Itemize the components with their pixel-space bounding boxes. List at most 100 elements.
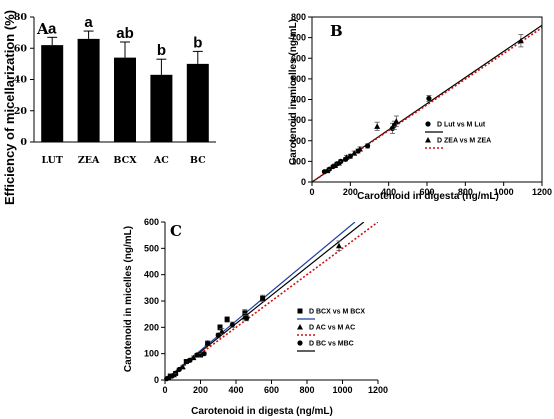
x-tick-label: 600 <box>264 385 279 395</box>
panel-c-axes <box>164 222 378 381</box>
data-point <box>183 359 189 365</box>
data-point <box>332 162 338 168</box>
panel-a-y-tick-label: 20 <box>14 106 28 117</box>
x-tick-label: 400 <box>228 385 243 395</box>
legend-label: D AC vs M AC <box>309 325 355 332</box>
panel-b-x-label: Carotenoid in digesta (ng/mL) <box>357 191 499 202</box>
legend-marker <box>425 121 431 127</box>
x-tick-label: 400 <box>381 187 396 197</box>
y-tick-label: 800 <box>291 12 306 22</box>
x-tick-label: 800 <box>299 385 314 395</box>
panel-b-letter: B <box>330 22 343 40</box>
x-tick-label: 0 <box>162 385 167 395</box>
data-point <box>198 352 203 358</box>
y-tick-label: 0 <box>301 177 306 187</box>
data-point <box>244 315 250 321</box>
x-tick-label: 600 <box>419 187 434 197</box>
legend-marker <box>297 324 303 330</box>
x-tick-label: 1200 <box>532 187 552 197</box>
y-tick-label: 600 <box>144 217 159 227</box>
y-tick-label: 100 <box>144 349 159 359</box>
panel-c-x-label: Carotenoid in digesta (ng/mL) <box>191 406 333 417</box>
legend-marker <box>425 137 431 143</box>
x-tick-label: 0 <box>309 187 314 197</box>
y-tick-label: 100 <box>291 156 306 166</box>
category-label: AC <box>153 155 169 166</box>
data-point <box>218 328 225 334</box>
bar-ac <box>150 74 173 142</box>
data-point <box>324 167 331 174</box>
panel-a-letter: A <box>36 20 49 38</box>
legend-label: D BCX vs M BCX <box>309 309 365 316</box>
panel-a-y-tick-label: 80 <box>14 12 28 23</box>
data-point <box>169 373 175 379</box>
x-tick-label: 1200 <box>368 385 388 395</box>
data-point <box>215 332 221 338</box>
y-tick-label: 200 <box>291 136 306 146</box>
bar-lut <box>41 45 64 142</box>
panel-a-axes <box>33 17 216 143</box>
y-tick-label: 200 <box>144 322 159 332</box>
panel-b-frame <box>311 16 543 183</box>
category-label: LUT <box>41 155 63 166</box>
data-point <box>201 351 207 357</box>
data-point <box>187 357 193 363</box>
significance-letter: ab <box>116 25 134 42</box>
data-point <box>374 123 381 129</box>
panel-a-y-tick-label: 60 <box>14 43 28 54</box>
significance-letter: b <box>193 34 202 51</box>
legend-label: D BC vs MBC <box>309 341 354 348</box>
data-point <box>194 352 200 358</box>
panel-b: Carotenoid in micelles (ng/mL) Carotenoi… <box>288 12 552 202</box>
legend-marker <box>297 340 303 346</box>
panel-a-y-tick-label: 0 <box>20 137 27 148</box>
legend-label: D ZEA vs M ZEA <box>437 138 491 145</box>
data-point <box>224 316 230 322</box>
panel-a: Efficiency of micellarization (%) A 0 20 4… <box>2 10 216 205</box>
data-point <box>217 324 223 330</box>
y-tick-label: 400 <box>144 270 159 280</box>
bar-bcx <box>114 57 136 142</box>
panel-b-y-label: Carotenoid in micelles (ng/mL) <box>288 19 299 165</box>
data-point <box>335 160 342 166</box>
y-tick-label: 300 <box>144 296 159 306</box>
legend-label: D Lut vs M Lut <box>437 122 486 129</box>
panel-a-y-tick-label: 40 <box>14 75 28 86</box>
data-point <box>242 310 248 316</box>
panel-a-y-label: Efficiency of micellarization (%) <box>2 10 17 205</box>
panel-c-y-label: Carotenoid in micelles (ng/mL) <box>123 226 134 372</box>
data-point <box>393 118 400 124</box>
data-point <box>204 340 211 346</box>
y-tick-label: 400 <box>291 95 306 105</box>
data-point <box>426 95 432 102</box>
data-point <box>356 146 363 152</box>
x-tick-label: 200 <box>343 187 358 197</box>
category-label: BC <box>190 155 206 166</box>
data-point <box>351 150 358 156</box>
bar-zea <box>77 38 100 142</box>
data-point <box>517 37 524 44</box>
y-tick-label: 500 <box>144 243 159 253</box>
data-point <box>176 366 182 373</box>
y-tick-label: 600 <box>291 53 306 63</box>
category-label: ZEA <box>78 155 100 166</box>
category-label: BCX <box>113 155 137 166</box>
data-point <box>229 322 236 328</box>
y-tick-label: 300 <box>291 115 306 125</box>
y-tick-label: 0 <box>154 375 159 385</box>
x-tick-label: 200 <box>193 385 208 395</box>
panel-c: Carotenoid in micelles (ng/mL) Carotenoi… <box>123 217 388 417</box>
significance-letter: b <box>157 42 166 59</box>
data-point <box>364 143 371 149</box>
data-point <box>335 242 342 249</box>
data-point <box>260 295 266 301</box>
x-tick-label: 1000 <box>332 385 352 395</box>
legend-marker <box>297 308 303 314</box>
x-tick-label: 800 <box>458 187 473 197</box>
y-tick-label: 500 <box>291 74 306 84</box>
significance-letter: a <box>84 14 93 31</box>
significance-letter: a <box>48 20 57 37</box>
panel-c-letter: C <box>170 222 182 240</box>
x-tick-label: 1000 <box>494 187 514 197</box>
